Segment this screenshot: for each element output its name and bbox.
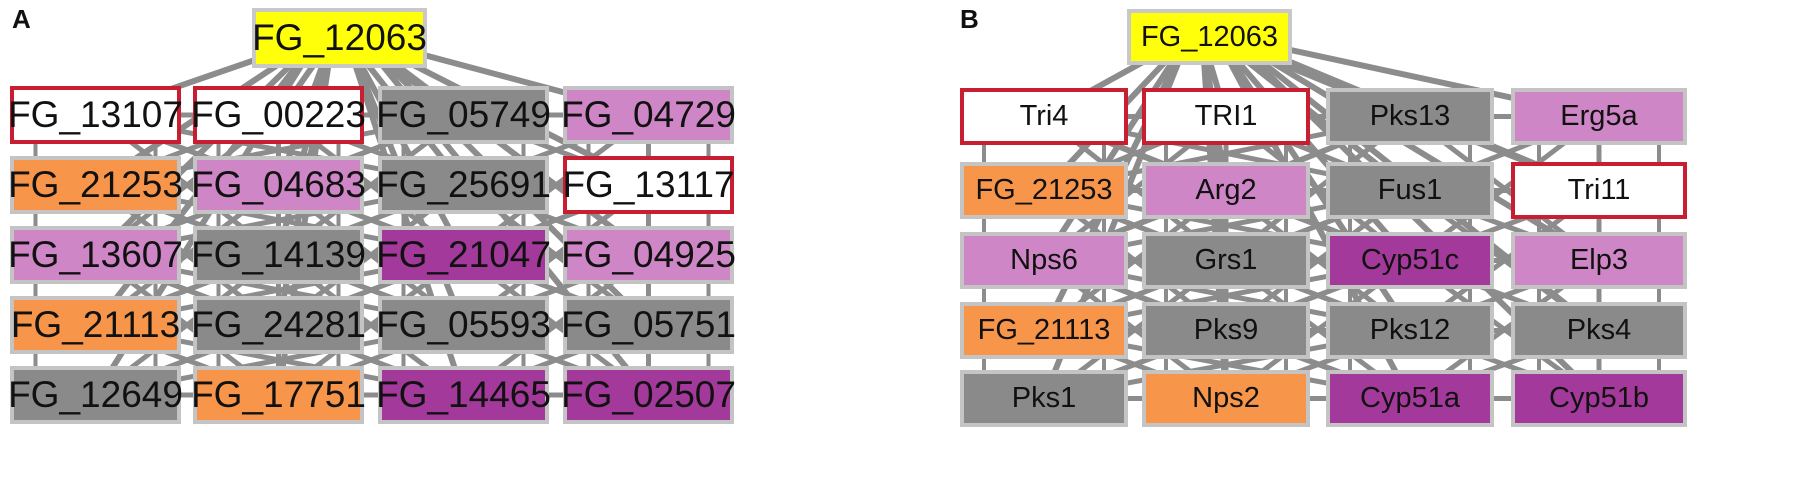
gene-node: FG_24281 — [191, 296, 366, 354]
network-panel-a: A FG_12063 FG_13107 FG_00223 FG_05749 FG_047… — [0, 0, 870, 501]
gene-node: FG_13607 — [8, 226, 183, 284]
gene-node: FG_05593 — [376, 296, 551, 354]
edge-root-link — [1041, 34, 1192, 264]
gene-node: FG_04683 — [191, 156, 366, 214]
gene-node: FG_12649 — [8, 366, 183, 424]
gene-node: Pks12 — [1326, 302, 1494, 359]
panel-label-b: B — [960, 4, 979, 34]
gene-node: Tri11 — [1511, 162, 1687, 219]
gene-node: Tri4 — [960, 88, 1128, 145]
gene-node: Pks1 — [960, 370, 1128, 427]
gene-node: FG_00223 — [191, 86, 366, 144]
gene-node: Pks9 — [1142, 302, 1310, 359]
root-node: FG_12063 — [1127, 9, 1292, 65]
gene-node: FG_21047 — [376, 226, 551, 284]
gene-node: FG_25691 — [376, 156, 551, 214]
gene-node: Grs1 — [1142, 232, 1310, 289]
gene-node: FG_05749 — [376, 86, 551, 144]
gene-node: Nps2 — [1142, 370, 1310, 427]
gene-node: Pks13 — [1326, 88, 1494, 145]
gene-node: FG_14139 — [191, 226, 366, 284]
gene-node: Cyp51b — [1511, 370, 1687, 427]
root-node: FG_12063 — [252, 8, 427, 68]
gene-node: Cyp51a — [1326, 370, 1494, 427]
gene-node: FG_14465 — [376, 366, 551, 424]
gene-node: Fus1 — [1326, 162, 1494, 219]
gene-node: FG_21253 — [8, 156, 183, 214]
gene-node: Cyp51c — [1326, 232, 1494, 289]
gene-node: Nps6 — [960, 232, 1128, 289]
gene-node: FG_13107 — [8, 86, 183, 144]
panel-label-a: A — [12, 4, 31, 34]
gene-node: FG_04729 — [561, 86, 736, 144]
gene-node: FG_05751 — [561, 296, 736, 354]
edge-root-link — [92, 35, 322, 258]
gene-node: FG_21253 — [960, 162, 1128, 219]
gene-node: FG_13117 — [562, 156, 735, 214]
network-panel-b: B FG_12063 Tri4 TRI1 Pks13 Erg5a FG_21253 Arg2… — [960, 0, 1806, 501]
gene-node: Elp3 — [1511, 232, 1687, 289]
gene-node: FG_21113 — [10, 296, 181, 354]
edge-root-link — [1213, 34, 1413, 264]
gene-node: TRI1 — [1142, 88, 1310, 145]
gene-node: FG_21113 — [960, 302, 1128, 359]
gene-node: Pks4 — [1511, 302, 1687, 359]
gene-node: Arg2 — [1142, 162, 1310, 219]
gene-node: FG_02507 — [561, 366, 736, 424]
gene-node: FG_04925 — [561, 226, 736, 284]
gene-node: FG_17751 — [191, 366, 366, 424]
gene-node: Erg5a — [1511, 88, 1687, 145]
